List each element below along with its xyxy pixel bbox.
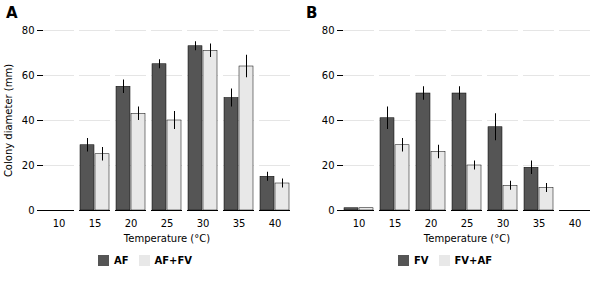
svg-text:Temperature (°C): Temperature (°C) (123, 233, 210, 244)
html-text:A: A (6, 4, 18, 22)
svg-text:15: 15 (89, 218, 102, 229)
svg-text:25: 25 (161, 218, 174, 229)
svg-text:30: 30 (497, 218, 510, 229)
svg-text:60: 60 (322, 70, 335, 81)
html-text:AF+FV: AF+FV (154, 255, 192, 266)
svg-text:80: 80 (22, 25, 35, 36)
svg-text:20: 20 (322, 160, 335, 171)
svg-text:10: 10 (53, 218, 66, 229)
svg-text:0: 0 (328, 205, 334, 216)
html-text:FV: FV (413, 255, 429, 266)
svg-text:40: 40 (322, 115, 335, 126)
svg-text:35: 35 (533, 218, 546, 229)
svg-text:Temperature (°C): Temperature (°C) (423, 233, 510, 244)
svg-text:Colony diameter (mm): Colony diameter (mm) (3, 64, 14, 177)
svg-text:35: 35 (233, 218, 246, 229)
svg-text:40: 40 (269, 218, 282, 229)
svg-text:20: 20 (125, 218, 138, 229)
svg-text:80: 80 (322, 25, 335, 36)
svg-text:0: 0 (28, 205, 34, 216)
svg-text:10: 10 (353, 218, 366, 229)
svg-text:15: 15 (389, 218, 402, 229)
html-text:B: B (306, 4, 318, 22)
html-text:FV+AF: FV+AF (454, 255, 492, 266)
svg-text:40: 40 (22, 115, 35, 126)
svg-text:40: 40 (569, 218, 582, 229)
svg-text:20: 20 (425, 218, 438, 229)
html-text:AF: AF (113, 255, 129, 266)
svg-text:30: 30 (197, 218, 210, 229)
svg-text:60: 60 (22, 70, 35, 81)
svg-text:20: 20 (22, 160, 35, 171)
svg-text:25: 25 (461, 218, 474, 229)
